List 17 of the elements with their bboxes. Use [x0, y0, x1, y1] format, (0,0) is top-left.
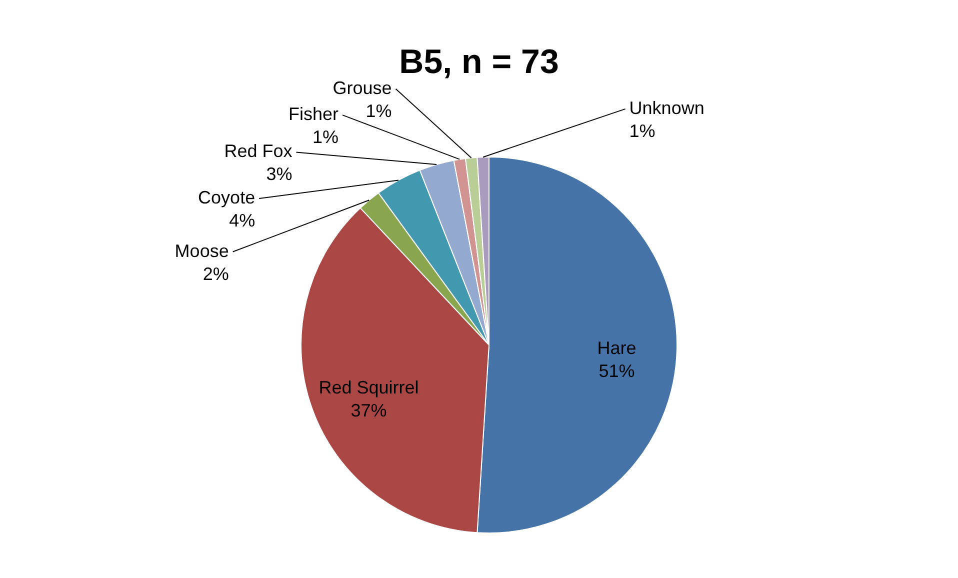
- slice-label: Unknown: [629, 98, 704, 118]
- slice-label: Fisher: [288, 104, 339, 124]
- data-label: 37%: [350, 400, 387, 420]
- slice-label: Grouse: [332, 78, 392, 98]
- slice-label: Coyote: [198, 188, 256, 208]
- data-label: 2%: [202, 264, 229, 284]
- slice-label: Hare: [597, 338, 636, 358]
- chart-title: B5, n = 73: [399, 43, 559, 81]
- data-label: 1%: [312, 127, 339, 148]
- slice-label: Red Squirrel: [318, 377, 419, 398]
- data-label: 3%: [266, 164, 292, 184]
- data-label: 51%: [598, 361, 635, 382]
- data-label: 1%: [629, 120, 656, 141]
- data-label: 4%: [229, 210, 256, 231]
- data-label: 1%: [366, 100, 392, 121]
- slice-label: Red Fox: [224, 141, 292, 162]
- slice-label: Moose: [174, 240, 229, 261]
